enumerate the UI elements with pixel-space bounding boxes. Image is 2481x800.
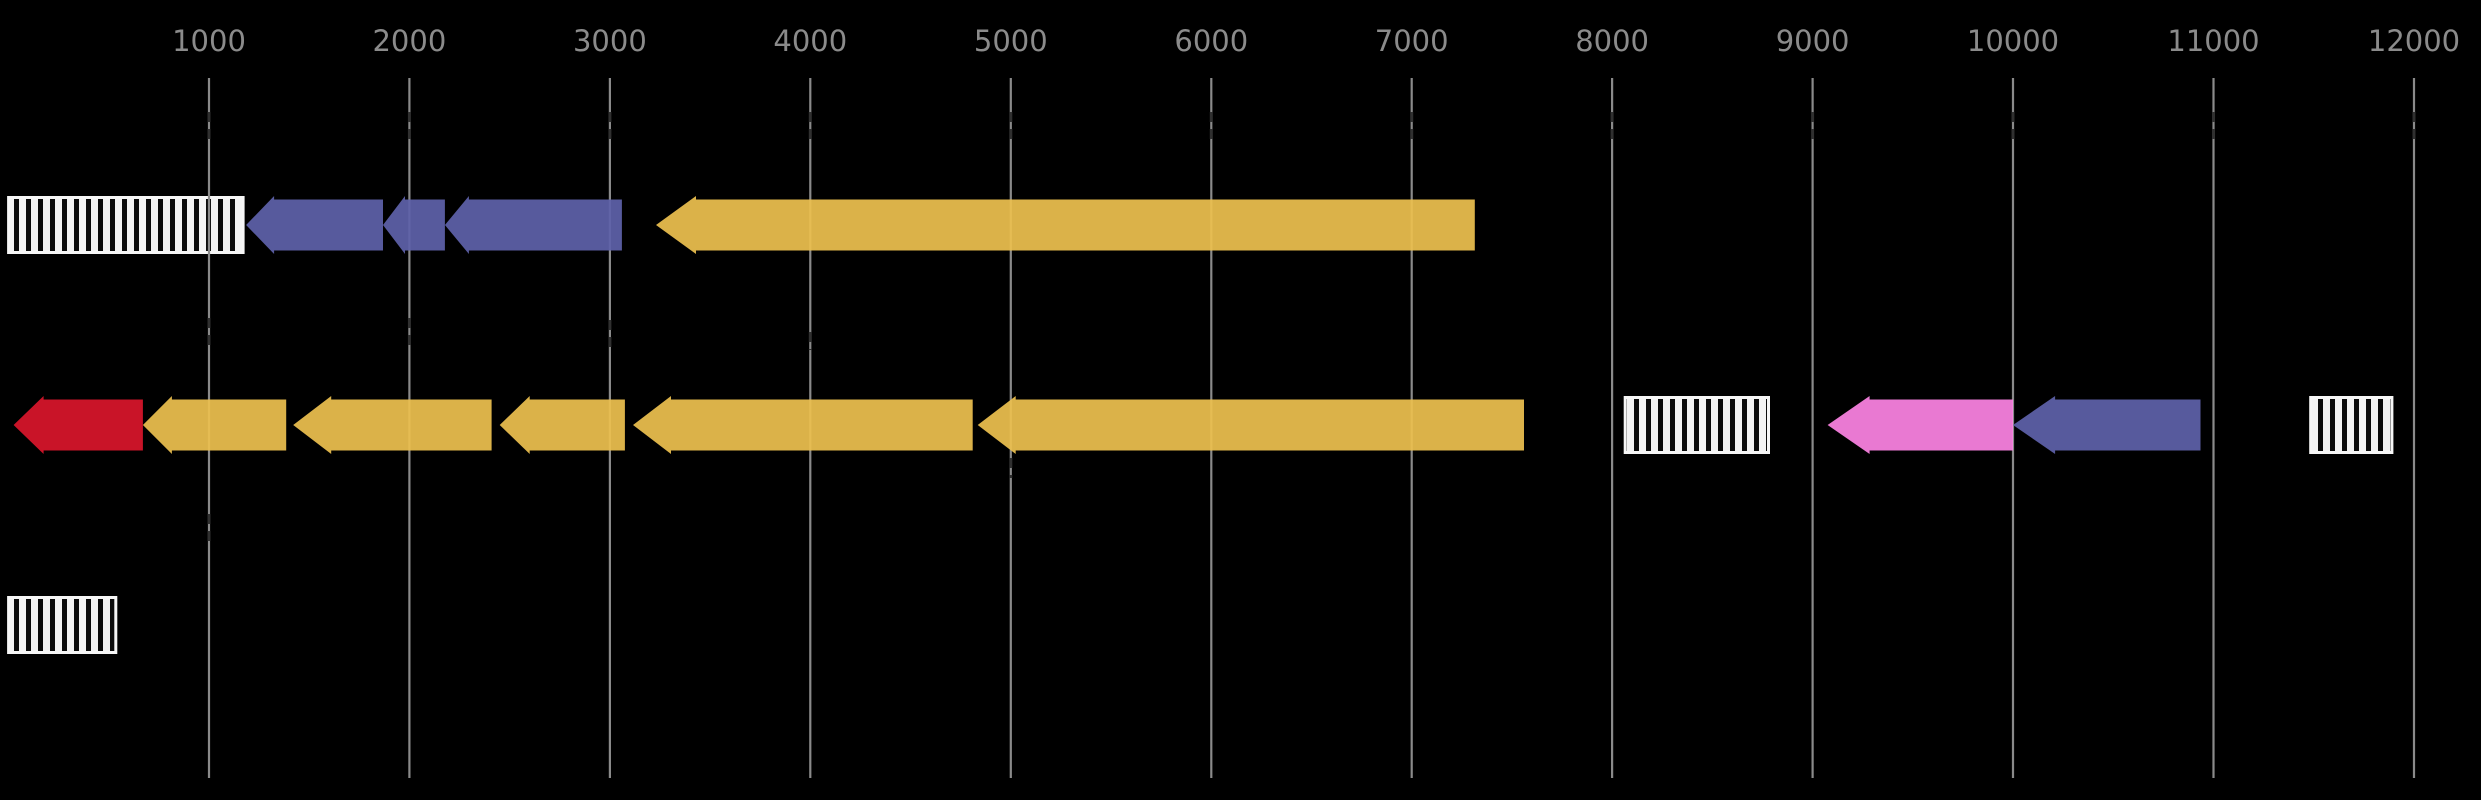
axis-tick-label: 10000 [1966, 24, 2060, 58]
gene-arrow-yellow [293, 396, 492, 454]
axis-tick-label: 7000 [1374, 24, 1449, 58]
hatched-region [2309, 396, 2394, 454]
gene-arrow-pink [1827, 396, 2013, 454]
axis-tick-label: 4000 [773, 24, 848, 58]
axis-tick-label: 6000 [1174, 24, 1249, 58]
axis-tick-label: 5000 [973, 24, 1048, 58]
gene-arrow-yellow [142, 396, 287, 454]
gene-arrow-blue [444, 196, 622, 254]
hatched-region [7, 596, 118, 654]
hatched-region [1623, 396, 1770, 454]
axis-tick-label: 8000 [1575, 24, 1649, 58]
axis-tick-label: 11000 [2167, 24, 2260, 58]
gene-arrow-yellow [633, 396, 973, 454]
gene-arrow-yellow [499, 396, 625, 454]
gene-arrow-red [13, 396, 143, 454]
axis-tick-label: 2000 [372, 24, 447, 58]
gene-arrow-yellow [656, 196, 1475, 254]
gene-arrow-blue [2013, 396, 2201, 454]
gene-arrow-blue [246, 196, 383, 254]
gene-arrow-yellow [977, 396, 1524, 454]
axis-tick-label: 9000 [1775, 24, 1850, 58]
axis-tick-label: 12000 [2367, 24, 2461, 58]
gene-arrow-blue [383, 196, 445, 254]
axis-tick-label: 1000 [172, 24, 246, 58]
axis-tick-label: 3000 [572, 24, 647, 58]
hatched-region [7, 196, 245, 254]
